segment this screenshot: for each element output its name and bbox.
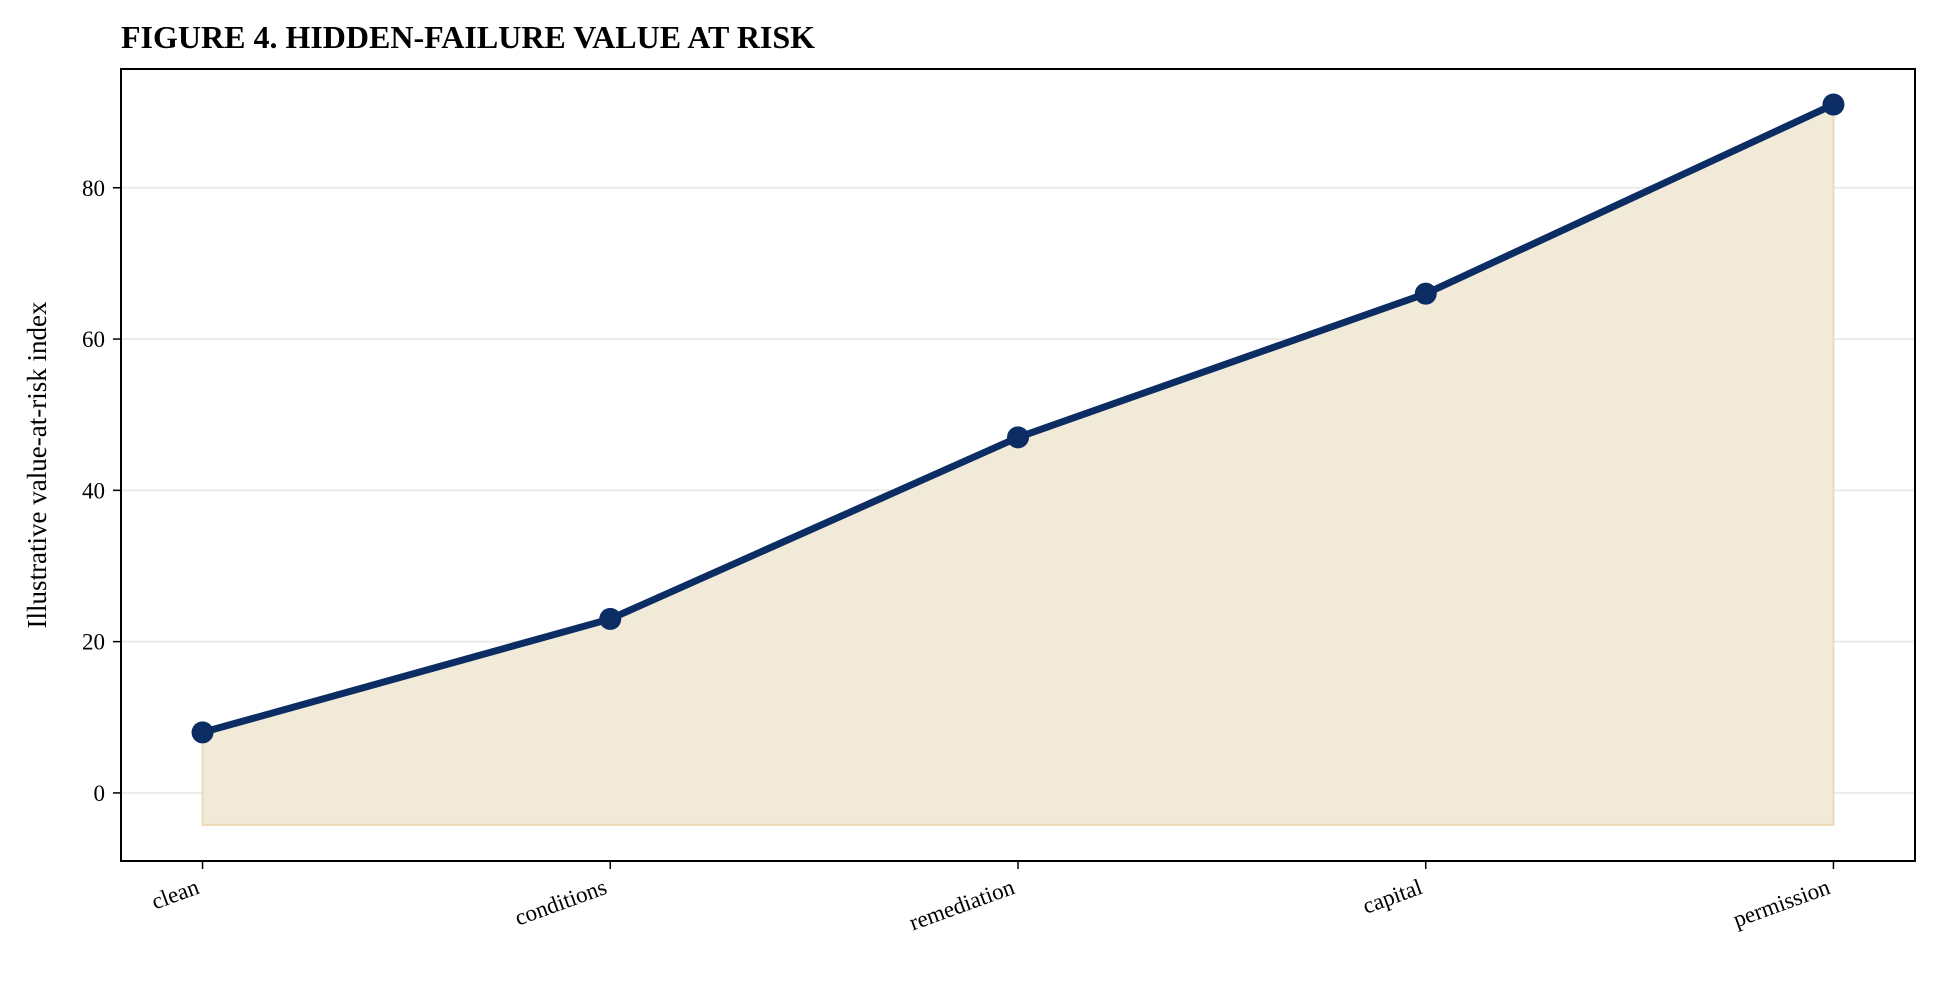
y-tick-label: 0: [94, 781, 106, 806]
y-tick-label: 20: [82, 630, 105, 655]
x-tick-label: remediation: [906, 874, 1018, 935]
x-tick-label: clean: [148, 874, 203, 914]
point: [191, 721, 214, 744]
y-axis-label: Illustrative value-at-risk index: [22, 301, 52, 628]
chart-title: FIGURE 4. HIDDEN-FAILURE VALUE AT RISK: [121, 19, 815, 55]
point: [1822, 93, 1845, 116]
point: [599, 607, 622, 630]
x-tick-label: capital: [1359, 874, 1425, 918]
y-tick-label: 40: [82, 478, 105, 503]
y-tick-label: 80: [82, 176, 105, 201]
point: [1007, 426, 1029, 449]
x-tick-label: permission: [1730, 874, 1834, 932]
y-tick-label: 60: [82, 327, 105, 352]
x-tick-label: conditions: [511, 874, 610, 930]
area: [201, 102, 1835, 826]
plot-frame: [120, 68, 1916, 862]
point: [1414, 282, 1437, 305]
